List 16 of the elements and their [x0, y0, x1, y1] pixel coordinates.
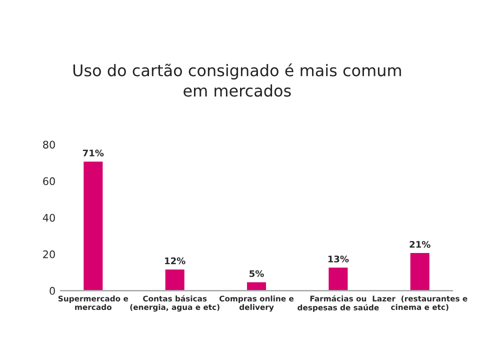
y-tick-label: 40 [42, 214, 55, 222]
chart-title: Uso do cartão consignado é mais comum em mercados [73, 63, 401, 97]
y-tick-label: 20 [43, 250, 55, 258]
y-tick-label: 80 [43, 140, 55, 149]
data-label: 21% [410, 240, 430, 248]
y-tick-label: 60 [43, 177, 55, 186]
bar [246, 280, 268, 291]
bar [327, 266, 350, 291]
data-label: 13% [328, 256, 349, 262]
y-tick-label: 0 [50, 286, 55, 295]
bar [408, 252, 431, 291]
data-label: 5% [250, 270, 264, 278]
data-label: 12% [165, 257, 186, 264]
bar [164, 268, 186, 291]
data-label: 71% [82, 150, 104, 156]
bar [82, 160, 104, 291]
